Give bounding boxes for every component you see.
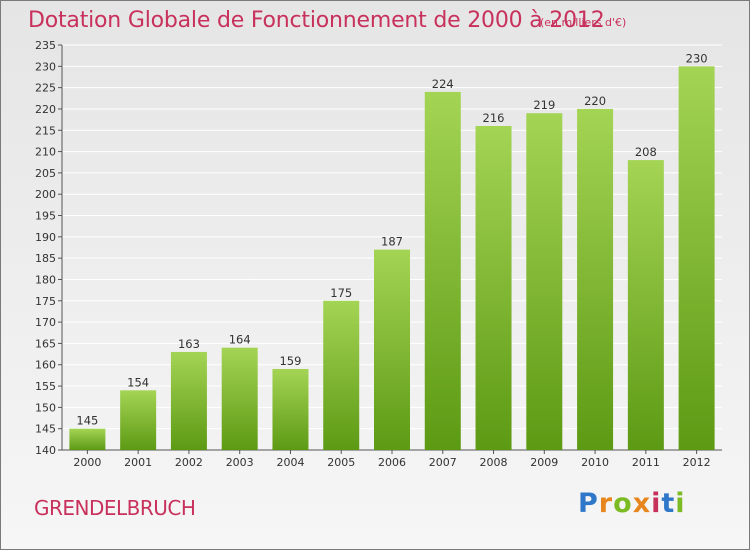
y-tick-label: 165 [35,337,56,350]
y-tick-label: 145 [35,423,56,436]
y-tick-label: 220 [35,103,56,116]
chart-subtitle: (en milliers d'€) [540,16,627,29]
data-label: 175 [330,286,352,300]
y-tick-label: 185 [35,252,56,265]
x-tick-label: 2004 [276,456,304,469]
x-tick-label: 2001 [124,456,152,469]
bar-2001 [120,390,157,450]
data-label: 145 [76,414,98,428]
y-tick-label: 225 [35,82,56,95]
bar-2002 [170,351,207,450]
bar-2010 [577,108,614,451]
bar-2003 [221,347,258,450]
y-tick-label: 200 [35,188,56,201]
x-tick-label: 2005 [327,456,355,469]
logo-letter: i [675,488,686,519]
y-tick-label: 160 [35,359,56,372]
y-tick-label: 190 [35,231,56,244]
data-label: 219 [533,98,555,112]
x-tick-label: 2007 [429,456,457,469]
y-tick-label: 205 [35,167,56,180]
data-label: 163 [178,337,200,351]
data-label: 159 [279,354,301,368]
bar-2006 [374,249,410,450]
data-label: 220 [584,94,606,108]
y-tick-label: 215 [35,124,56,137]
bars [69,66,715,451]
x-tick-label: 2003 [226,456,254,469]
logo-letter: r [598,488,614,519]
logo-letter: i [651,488,662,519]
labels: 1401451501551601651701751801851901952002… [35,39,711,469]
logo-letter: P [578,488,599,519]
bar-2008 [475,126,512,450]
data-label: 187 [381,235,403,249]
y-tick-label: 170 [35,316,56,329]
x-tick-label: 2010 [581,456,609,469]
y-tick-label: 150 [35,401,56,414]
data-label: 216 [483,111,505,125]
x-tick-label: 2009 [530,456,558,469]
x-tick-label: 2012 [683,456,711,469]
bar-2004 [272,369,309,450]
x-tick-label: 2000 [73,456,101,469]
y-tick-label: 140 [35,444,56,457]
logo-letter: x [632,488,652,519]
bar-2012 [678,66,715,450]
x-tick-label: 2011 [632,456,660,469]
y-tick-label: 235 [35,39,56,52]
data-label: 208 [635,145,657,159]
chart-title: Dotation Globale de Fonctionnement de 20… [28,8,605,33]
y-tick-label: 210 [35,146,56,159]
commune-name: GRENDELBRUCH [34,496,196,520]
data-label: 164 [229,333,251,347]
bar-2009 [526,113,563,451]
bar-2007 [424,91,461,450]
bar-2005 [323,300,360,450]
y-tick-label: 175 [35,295,56,308]
x-tick-label: 2008 [480,456,508,469]
logo-letter: t [661,488,676,519]
x-tick-label: 2002 [175,456,203,469]
y-tick-label: 155 [35,380,56,393]
data-label: 224 [432,77,454,91]
bar-2011 [627,160,664,450]
proxiti-logo[interactable]: Proxiti [578,488,686,519]
bar-2000 [69,428,106,450]
y-tick-label: 195 [35,210,56,223]
logo-letter: o [613,488,633,519]
y-tick-label: 230 [35,60,56,73]
x-tick-label: 2006 [378,456,406,469]
y-tick-label: 180 [35,273,56,286]
data-label: 154 [127,375,149,389]
data-label: 230 [686,51,708,65]
